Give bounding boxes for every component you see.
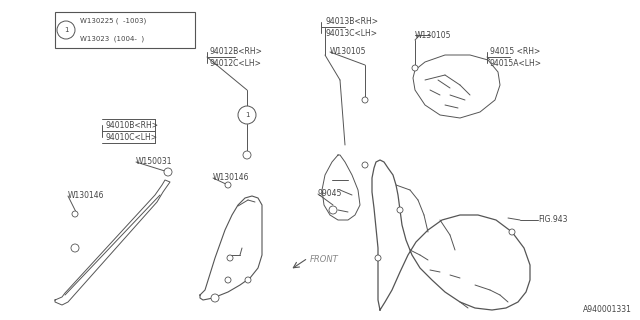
Circle shape — [243, 151, 251, 159]
Circle shape — [225, 277, 231, 283]
Text: 94015 <RH>: 94015 <RH> — [490, 47, 540, 57]
Text: 99045: 99045 — [318, 189, 342, 198]
Text: 1: 1 — [244, 112, 249, 118]
Text: 94012B<RH>: 94012B<RH> — [210, 47, 263, 57]
Circle shape — [362, 162, 368, 168]
Circle shape — [71, 244, 79, 252]
Circle shape — [72, 211, 78, 217]
Text: W130146: W130146 — [213, 173, 250, 182]
Circle shape — [375, 255, 381, 261]
Text: W130105: W130105 — [330, 47, 367, 57]
Circle shape — [245, 277, 251, 283]
Circle shape — [211, 294, 219, 302]
Text: W130225 (  -1003): W130225 ( -1003) — [80, 18, 147, 24]
Text: A940001331: A940001331 — [583, 305, 632, 314]
Text: 94015A<LH>: 94015A<LH> — [490, 59, 542, 68]
Text: 94010C<LH>: 94010C<LH> — [105, 132, 157, 141]
Circle shape — [397, 207, 403, 213]
Text: W130146: W130146 — [68, 190, 104, 199]
Circle shape — [412, 65, 418, 71]
Circle shape — [225, 182, 231, 188]
Circle shape — [329, 206, 337, 214]
Text: FRONT: FRONT — [310, 255, 339, 265]
Text: 94013C<LH>: 94013C<LH> — [325, 28, 377, 37]
Text: 94012C<LH>: 94012C<LH> — [210, 59, 262, 68]
Text: 94013B<RH>: 94013B<RH> — [325, 18, 378, 27]
Circle shape — [227, 255, 233, 261]
Text: 1: 1 — [64, 27, 68, 33]
Circle shape — [164, 168, 172, 176]
Text: W13023  (1004-  ): W13023 (1004- ) — [80, 36, 144, 42]
Text: W150031: W150031 — [136, 157, 173, 166]
Text: 94010B<RH>: 94010B<RH> — [105, 121, 158, 130]
Circle shape — [238, 106, 256, 124]
Circle shape — [57, 21, 75, 39]
Circle shape — [362, 97, 368, 103]
Bar — [55, 12, 195, 48]
Text: FIG.943: FIG.943 — [538, 215, 568, 225]
Text: W130105: W130105 — [415, 30, 451, 39]
Circle shape — [509, 229, 515, 235]
